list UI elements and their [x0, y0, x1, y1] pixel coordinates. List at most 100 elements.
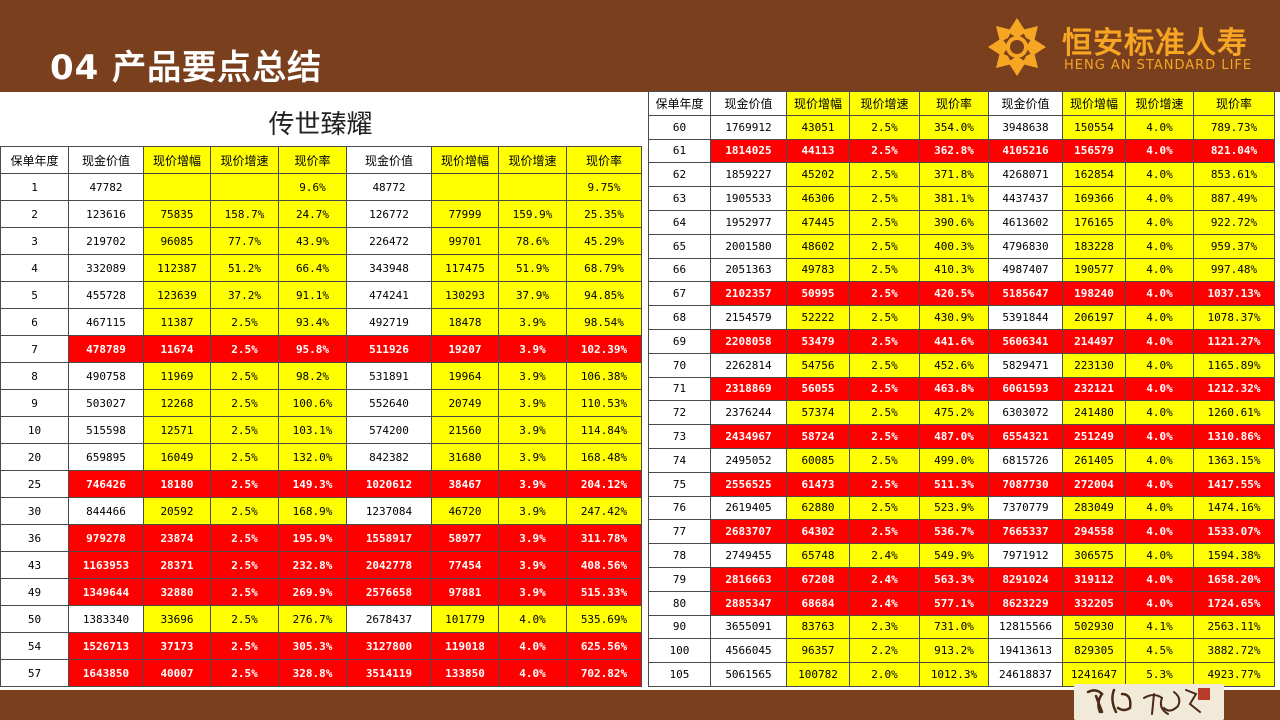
value-cell: 4.0%: [1125, 590, 1194, 616]
value-cell: 746426: [68, 470, 144, 498]
value-cell: 3514119: [346, 659, 432, 687]
value-cell: 100782: [786, 662, 850, 687]
value-cell: 68.79%: [566, 254, 642, 282]
value-cell: 162854: [1062, 162, 1126, 188]
policy-year-cell: 57: [0, 659, 69, 687]
value-cell: 6303072: [988, 400, 1063, 426]
value-cell: 305.3%: [278, 632, 347, 660]
value-cell: 3.9%: [498, 308, 567, 336]
table-row: 5 455728 123639 37.2% 91.1% 474241 130293 37.9%…: [0, 281, 642, 309]
value-cell: 58977: [431, 524, 499, 552]
value-cell: 60085: [786, 447, 850, 473]
value-cell: 98.2%: [278, 362, 347, 390]
value-cell: 408.56%: [566, 551, 642, 579]
value-cell: 294558: [1062, 519, 1126, 545]
value-cell: 77.7%: [210, 227, 279, 255]
value-cell: 77454: [431, 551, 499, 579]
table-row: 57 1643850 40007 2.5% 328.8% 3514119 133850 4.0…: [0, 659, 642, 687]
value-cell: 1163953: [68, 551, 144, 579]
value-cell: 2.5%: [849, 400, 920, 426]
value-cell: 371.8%: [919, 162, 989, 188]
policy-year-cell: 79: [648, 566, 711, 592]
value-cell: 332089: [68, 254, 144, 282]
value-cell: 16049: [143, 443, 211, 471]
value-cell: 2262814: [710, 352, 787, 378]
value-cell: 535.69%: [566, 605, 642, 633]
value-cell: 922.72%: [1193, 209, 1275, 235]
policy-year-cell: 6: [0, 308, 69, 336]
table-row: 105 5061565 100782 2.0% 1012.3% 24618837 12416…: [648, 662, 1275, 687]
value-cell: 503027: [68, 389, 144, 417]
table-row: 49 1349644 32880 2.5% 269.9% 2576658 97881 3.9%…: [0, 578, 642, 606]
value-cell: 276.7%: [278, 605, 347, 633]
value-cell: 2.5%: [849, 471, 920, 497]
value-cell: 48772: [346, 173, 432, 201]
value-cell: 12571: [143, 416, 211, 444]
value-cell: 997.48%: [1193, 257, 1275, 283]
value-cell: 2.5%: [210, 632, 279, 660]
value-cell: 1165.89%: [1193, 352, 1275, 378]
value-cell: 1020612: [346, 470, 432, 498]
table-row: 25 746426 18180 2.5% 149.3% 1020612 38467 3.9% 2…: [0, 470, 642, 498]
value-cell: 45.29%: [566, 227, 642, 255]
policy-year-cell: 105: [648, 662, 711, 687]
column-header: 保单年度: [0, 146, 69, 174]
value-cell: 67208: [786, 566, 850, 592]
value-cell: 2.3%: [849, 614, 920, 640]
value-cell: 1012.3%: [919, 662, 989, 687]
table-row: 36 979278 23874 2.5% 195.9% 1558917 58977 3.9% 3…: [0, 524, 642, 552]
value-cell: 1237084: [346, 497, 432, 525]
table-header-row: 保单年度 现金价值 现价增幅 现价增速 现价率 现金价值 现价增幅 现价增速 现价率: [0, 146, 642, 174]
value-cell: 492719: [346, 308, 432, 336]
value-cell: 4.0%: [1125, 257, 1194, 283]
table-row: 6 467115 11387 2.5% 93.4% 492719 18478 3.9% 98.5…: [0, 308, 642, 336]
value-cell: [498, 173, 567, 201]
value-cell: 58724: [786, 424, 850, 449]
value-cell: 106.38%: [566, 362, 642, 390]
value-cell: 5.3%: [1125, 662, 1194, 687]
column-header: 现价增速: [1125, 91, 1194, 116]
value-cell: 2.5%: [849, 328, 920, 354]
column-header: 现价率: [919, 91, 989, 116]
value-cell: 20749: [431, 389, 499, 417]
value-cell: 478789: [68, 335, 144, 363]
value-cell: 48602: [786, 233, 850, 259]
value-cell: 3.9%: [498, 416, 567, 444]
value-cell: 7087730: [988, 471, 1063, 497]
value-cell: 28371: [143, 551, 211, 579]
value-cell: 2.5%: [210, 389, 279, 417]
policy-year-cell: 70: [648, 352, 711, 378]
policy-year-cell: 64: [648, 209, 711, 235]
policy-year-cell: 78: [648, 543, 711, 568]
value-cell: 99701: [431, 227, 499, 255]
policy-year-cell: 69: [648, 328, 711, 354]
brand: 恒安标准人寿 HENG AN STANDARD LIFE: [984, 12, 1274, 82]
value-cell: 1526713: [68, 632, 144, 660]
table-row: 63 1905533 46306 2.5% 381.1% 4437437 169366 4.0…: [648, 186, 1275, 211]
policy-year-cell: 50: [0, 605, 69, 633]
value-cell: 4.0%: [1125, 209, 1194, 235]
value-cell: 24.7%: [278, 200, 347, 228]
value-cell: 3127800: [346, 632, 432, 660]
value-cell: 117475: [431, 254, 499, 282]
value-cell: 2495052: [710, 447, 787, 473]
value-cell: 821.04%: [1193, 138, 1275, 164]
value-cell: 2.4%: [849, 566, 920, 592]
value-cell: 102.39%: [566, 335, 642, 363]
value-cell: 4.0%: [1125, 186, 1194, 211]
value-cell: 842382: [346, 443, 432, 471]
value-cell: 3655091: [710, 614, 787, 640]
value-cell: 2318869: [710, 376, 787, 402]
value-cell: 2042778: [346, 551, 432, 579]
value-cell: 1724.65%: [1193, 590, 1275, 616]
value-cell: 2678437: [346, 605, 432, 633]
value-cell: 219702: [68, 227, 144, 255]
value-cell: 51.2%: [210, 254, 279, 282]
policy-year-cell: 3: [0, 227, 69, 255]
value-cell: 3.9%: [498, 578, 567, 606]
value-cell: 241480: [1062, 400, 1126, 426]
value-cell: 4437437: [988, 186, 1063, 211]
value-cell: 979278: [68, 524, 144, 552]
value-cell: 1078.37%: [1193, 305, 1275, 330]
value-cell: 2556525: [710, 471, 787, 497]
